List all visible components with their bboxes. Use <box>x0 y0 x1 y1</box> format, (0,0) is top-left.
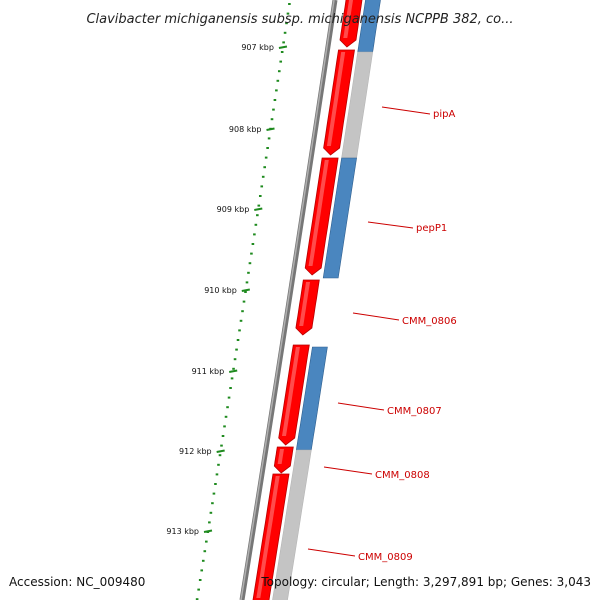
kbp-tick-label: 907 kbp <box>241 43 274 52</box>
gene-label: pepP1 <box>416 223 447 234</box>
accession-text: Accession: NC_009480 <box>9 575 145 589</box>
kbp-tick-mark <box>203 529 213 533</box>
kbp-tick-mark <box>254 207 263 211</box>
reverse-gene <box>322 157 357 279</box>
reverse-strand-track <box>272 0 381 600</box>
kbp-tick-label: 909 kbp <box>217 205 250 214</box>
kbp-tick-mark <box>229 369 238 373</box>
kbp-tick-label: 912 kbp <box>179 447 212 456</box>
topology-text: Topology: circular; Length: 3,297,891 bp… <box>260 575 591 589</box>
gene-label: pipA <box>433 109 455 120</box>
forward-strand-track <box>252 0 363 600</box>
gene-leader-line <box>323 466 373 475</box>
forward-gene-highlight <box>256 476 280 598</box>
genome-backbone <box>239 0 338 600</box>
kbp-tick-label: 911 kbp <box>192 367 225 376</box>
ruler-ticks: 907 kbp 908 kbp 909 kbp 910 kbp 911 kbp 912 k… <box>166 43 288 536</box>
forward-gene-highlight <box>326 52 346 146</box>
kbp-tick-label: 910 kbp <box>204 286 237 295</box>
kbp-tick-label: 908 kbp <box>229 125 262 134</box>
kbp-tick-mark <box>216 449 225 453</box>
forward-gene-highlight <box>282 347 300 436</box>
gene-leader-line <box>367 221 414 229</box>
gene-label: CMM_0807 <box>387 406 442 417</box>
kbp-tick-mark <box>241 288 250 292</box>
forward-gene-highlight <box>277 449 284 464</box>
kbp-tick-mark <box>266 127 275 131</box>
gene-leader-line <box>337 402 385 411</box>
gene-labels: pipA pepP1 CMM_0806 CMM_0807 CMM_0808 CMM_080… <box>307 106 457 563</box>
gene-leader-line <box>352 312 400 321</box>
forward-gene-highlight <box>308 160 329 266</box>
forward-gene-highlight <box>299 282 310 326</box>
gene-leader-line <box>381 106 431 115</box>
gene-label: CMM_0808 <box>375 470 430 481</box>
forward-gene <box>273 446 294 474</box>
kbp-tick-mark <box>278 45 288 49</box>
gene-label: CMM_0809 <box>358 552 413 563</box>
forward-gene-highlight <box>343 0 353 38</box>
genome-backbone-highlight <box>240 0 335 600</box>
gene-leader-line <box>307 548 356 557</box>
map-title: Clavibacter michiganensis subsp. michiga… <box>86 12 513 27</box>
reverse-intergenic-region <box>272 449 312 600</box>
gene-label: CMM_0806 <box>402 316 457 327</box>
kbp-tick-label: 913 kbp <box>166 527 199 536</box>
